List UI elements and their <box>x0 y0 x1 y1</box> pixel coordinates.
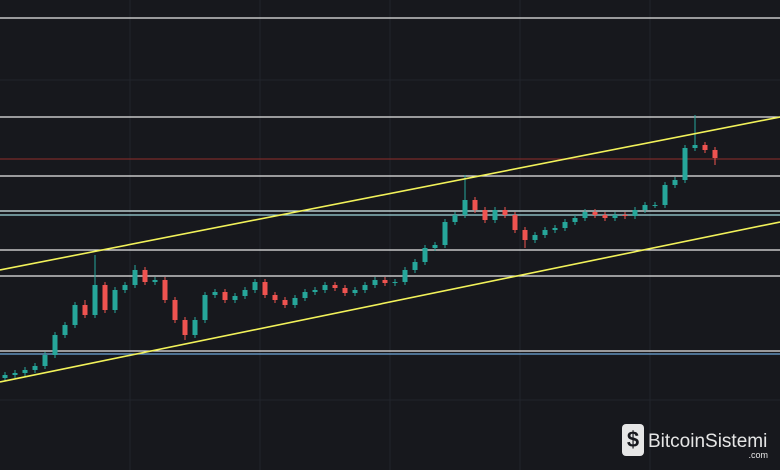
candle-body <box>482 210 488 220</box>
candle-body <box>292 298 298 305</box>
watermark-domain: .com <box>748 450 768 460</box>
candle-body <box>662 185 668 205</box>
candle-body <box>22 370 28 373</box>
candle-body <box>82 305 88 315</box>
candle-body <box>542 230 548 235</box>
candle-body <box>462 200 468 215</box>
candle-body <box>362 285 368 290</box>
candle-body <box>132 270 138 285</box>
candle-body <box>72 305 78 325</box>
watermark-name: BitcoinSistemi <box>648 431 767 452</box>
candle-body <box>172 300 178 320</box>
candle-body <box>582 212 588 218</box>
candle-body <box>522 230 528 240</box>
candle-body <box>432 245 438 248</box>
candle-body <box>252 282 258 290</box>
candle-body <box>222 292 228 300</box>
candle-body <box>142 270 148 282</box>
candle-body <box>162 280 168 300</box>
candle-body <box>372 280 378 285</box>
candle-body <box>122 285 128 290</box>
candle-body <box>502 210 508 215</box>
candle-body <box>342 288 348 293</box>
candle-body <box>112 290 118 310</box>
candle-body <box>242 290 248 296</box>
candle-body <box>212 292 218 295</box>
candle-body <box>402 270 408 282</box>
candle-body <box>282 300 288 305</box>
candle-body <box>392 282 398 283</box>
candle-body <box>602 215 608 218</box>
candle-body <box>12 373 18 375</box>
candle-body <box>692 145 698 148</box>
candle-body <box>102 285 108 310</box>
candle-body <box>652 205 658 206</box>
logo <box>622 424 644 456</box>
candle-body <box>422 248 428 262</box>
candle-body <box>642 205 648 210</box>
candle-body <box>352 290 358 293</box>
candle-body <box>42 355 48 366</box>
candle-body <box>262 282 268 295</box>
candle-body <box>712 150 718 158</box>
candle-body <box>532 235 538 240</box>
candle-body <box>382 280 388 283</box>
candle-body <box>272 295 278 300</box>
candle-body <box>472 200 478 210</box>
candle-body <box>552 228 558 230</box>
watermark: $ BitcoinSistemi .com <box>622 424 768 460</box>
candle-body <box>612 215 618 218</box>
candle-body <box>512 215 518 230</box>
candle-body <box>92 285 98 315</box>
candle-body <box>572 218 578 222</box>
candle-body <box>232 296 238 300</box>
candle-body <box>682 148 688 180</box>
candle-body <box>332 285 338 288</box>
candle-body <box>442 222 448 245</box>
candle-body <box>2 375 8 378</box>
candle-body <box>202 295 208 320</box>
candle-body <box>32 366 38 370</box>
logo-glyph: $ <box>627 427 639 452</box>
candle-body <box>452 215 458 222</box>
candle-body <box>192 320 198 335</box>
candle-body <box>562 222 568 228</box>
candle-body <box>592 212 598 215</box>
candle-body <box>302 292 308 298</box>
candle-body <box>622 215 628 216</box>
trend-line <box>0 221 780 383</box>
candle-body <box>52 335 58 355</box>
candle-body <box>182 320 188 335</box>
candle-body <box>632 210 638 216</box>
candle-body <box>152 280 158 282</box>
candle-body <box>62 325 68 335</box>
candle-body <box>492 210 498 220</box>
candle-body <box>322 285 328 290</box>
candle-body <box>412 262 418 270</box>
candle-body <box>312 290 318 292</box>
trend-line <box>0 116 780 271</box>
candle-body <box>702 145 708 150</box>
candle-body <box>672 180 678 185</box>
